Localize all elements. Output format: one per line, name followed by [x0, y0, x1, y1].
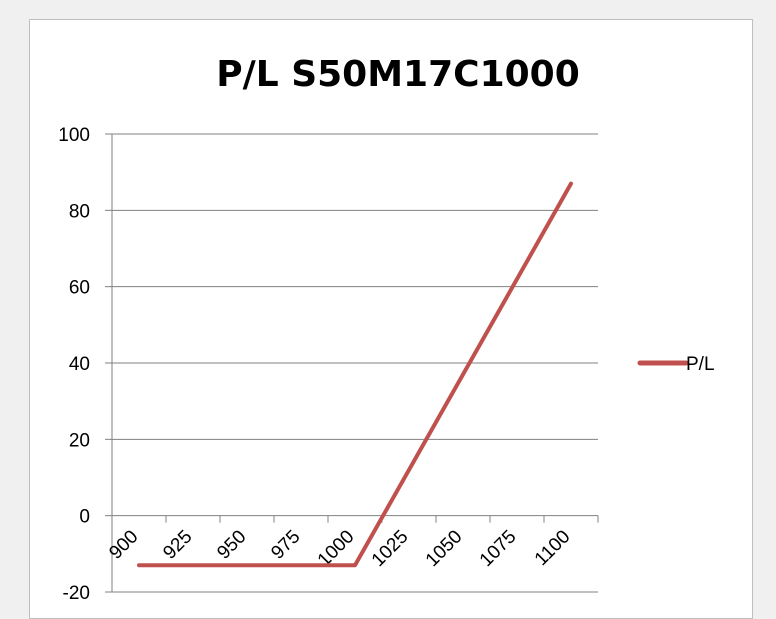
legend: P/L [637, 354, 715, 375]
chart-title: P/L S50M17C1000 [216, 54, 580, 95]
y-tick-label: 40 [69, 354, 90, 375]
y-tick-label: 100 [58, 125, 90, 146]
x-tick-label: 1050 [422, 526, 467, 571]
x-tick-label: 1075 [476, 526, 521, 571]
x-tick-label: 1100 [531, 526, 575, 570]
y-tick-label: -20 [63, 583, 90, 604]
x-tick-label: 900 [105, 526, 142, 563]
x-tick-label: 975 [267, 526, 304, 563]
x-tick-label: 950 [213, 526, 250, 563]
chart-frame [29, 19, 753, 619]
series-lines [137, 181, 573, 568]
y-tick-labels: -20 0 20 40 60 80 100 [58, 125, 90, 604]
series-line-pl [137, 181, 573, 568]
gridlines [112, 133, 598, 593]
y-tick-label: 60 [69, 278, 90, 299]
y-tick-label: 20 [69, 430, 90, 451]
y-tick-label: 0 [79, 507, 90, 528]
x-tick-label: 925 [159, 526, 196, 563]
y-tick-label: 80 [69, 201, 90, 222]
legend-label-pl: P/L [686, 354, 715, 375]
